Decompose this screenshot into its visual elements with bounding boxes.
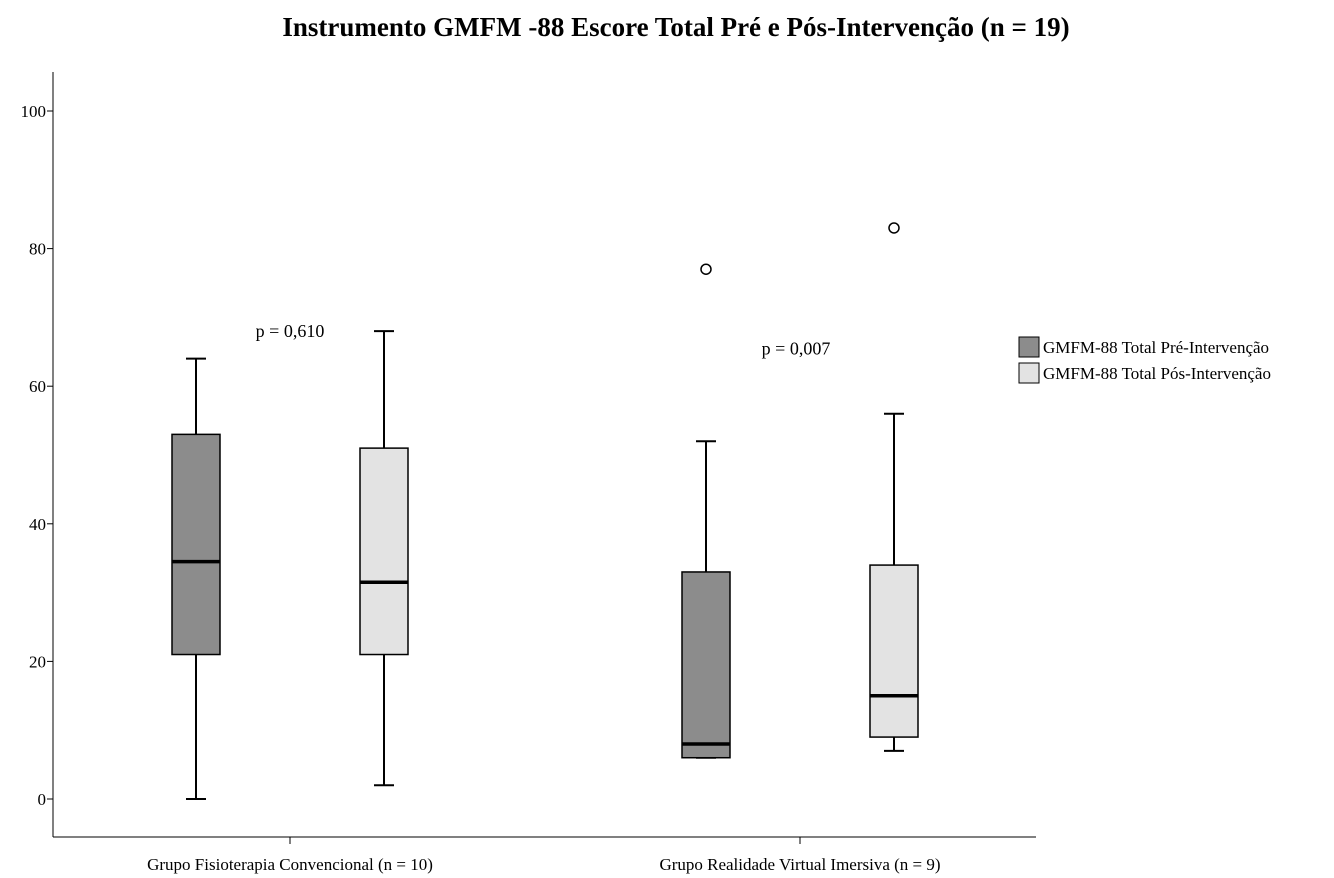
box-iqr xyxy=(171,433,221,656)
box-group xyxy=(359,330,409,787)
x-category-label: Grupo Fisioterapia Convencional (n = 10) xyxy=(147,855,433,874)
box-group xyxy=(681,263,731,759)
y-tick-label: 0 xyxy=(38,790,47,809)
legend-swatch xyxy=(1018,362,1040,384)
legend-swatch xyxy=(1018,336,1040,358)
outlier-point xyxy=(700,263,712,275)
box-group xyxy=(869,222,919,752)
legend-item: GMFM-88 Total Pós-Intervenção xyxy=(1018,362,1271,384)
legend-label: GMFM-88 Total Pós-Intervenção xyxy=(1043,364,1271,383)
chart-title: Instrumento GMFM -88 Escore Total Pré e … xyxy=(282,12,1069,42)
box-iqr xyxy=(359,447,409,656)
y-tick-label: 100 xyxy=(21,102,47,121)
p-value-annotation: p = 0,610 xyxy=(256,321,325,341)
p-value-annotation: p = 0,007 xyxy=(762,338,831,358)
legend-item: GMFM-88 Total Pré-Intervenção xyxy=(1018,336,1269,358)
y-tick-label: 20 xyxy=(29,652,46,671)
y-tick-label: 80 xyxy=(29,240,46,259)
y-tick-label: 40 xyxy=(29,515,46,534)
box-iqr xyxy=(681,571,731,759)
plot-area: p = 0,610 p = 0,007 xyxy=(171,222,919,800)
box-group xyxy=(171,357,221,800)
y-tick-label: 60 xyxy=(29,377,46,396)
axes: 0 20 40 60 80 100 Grupo Fisioterapia Convencio… xyxy=(21,72,1036,874)
legend-label: GMFM-88 Total Pré-Intervenção xyxy=(1043,338,1269,357)
outlier-point xyxy=(888,222,900,234)
x-category-label: Grupo Realidade Virtual Imersiva (n = 9) xyxy=(659,855,940,874)
legend: GMFM-88 Total Pré-Intervenção GMFM-88 Tot… xyxy=(1018,336,1271,384)
box-iqr xyxy=(869,564,919,738)
